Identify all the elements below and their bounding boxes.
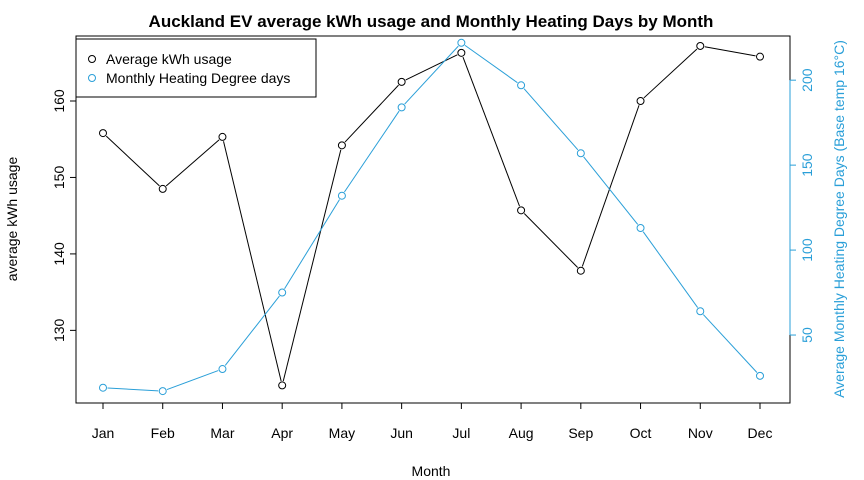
series-0 <box>99 41 764 390</box>
x-tick-label: Jul <box>452 425 470 441</box>
data-point <box>397 103 406 112</box>
y-axis-label: average kWh usage <box>4 157 20 282</box>
data-point <box>158 184 167 193</box>
x-tick-label: Feb <box>151 425 175 441</box>
data-point <box>517 81 526 90</box>
series-line-segment <box>464 44 518 84</box>
left-tick-label: 160 <box>51 89 67 113</box>
data-point <box>636 223 645 232</box>
data-point <box>457 38 466 47</box>
x-tick-label: Nov <box>688 425 713 441</box>
data-point <box>337 191 346 200</box>
data-point <box>576 266 585 275</box>
data-point <box>756 52 764 61</box>
legend-box <box>75 38 317 98</box>
series-1 <box>99 38 764 396</box>
data-point <box>278 288 287 297</box>
right-tick-label: 200 <box>799 68 815 92</box>
left-tick-label: 140 <box>51 242 67 266</box>
data-point <box>756 371 764 380</box>
series-line-segment <box>224 295 280 366</box>
data-point <box>218 365 227 374</box>
data-point <box>696 307 705 316</box>
series-line-segment <box>344 84 399 143</box>
right-tick-label: 150 <box>799 153 815 177</box>
legend-label-kwh: Average kWh usage <box>106 51 232 67</box>
series-line-segment <box>583 156 639 225</box>
series-line-segment <box>702 314 758 373</box>
data-point <box>99 383 107 392</box>
series-line-segment <box>642 231 699 308</box>
x-tick-label: Jun <box>390 425 413 441</box>
series-line-segment <box>643 48 698 99</box>
series-line-segment <box>704 46 756 57</box>
series-line-segment <box>284 199 340 289</box>
series-line-segment <box>166 370 219 391</box>
data-point <box>696 41 705 50</box>
series-line-segment <box>404 45 459 105</box>
x-tick-label: Aug <box>509 425 534 441</box>
data-point <box>278 381 287 390</box>
x-tick-label: May <box>329 425 355 441</box>
chart-title: Auckland EV average kWh usage and Monthl… <box>149 12 714 31</box>
data-point <box>576 149 585 158</box>
y2-axis-label: Average Monthly Heating Degree Days (Bas… <box>831 40 847 398</box>
x-tick-label: Sep <box>568 425 593 441</box>
data-point <box>397 77 406 86</box>
data-point <box>218 132 227 141</box>
x-axis-label: Month <box>412 463 451 479</box>
data-point <box>158 387 167 396</box>
series-line-segment <box>344 110 400 193</box>
series-line-segment <box>405 54 458 81</box>
series-line-segment <box>105 135 160 187</box>
series-line-segment <box>523 88 579 151</box>
series-line-segment <box>523 213 579 268</box>
series-line-segment <box>223 141 282 382</box>
data-point <box>337 141 346 150</box>
legend: Average kWh usage Monthly Heating Degree… <box>75 38 317 98</box>
series-line-segment <box>107 387 159 392</box>
left-tick-label: 130 <box>51 318 67 342</box>
legend-label-hdd: Monthly Heating Degree days <box>106 70 290 86</box>
series-line-segment <box>581 105 640 267</box>
series-layer <box>99 38 764 396</box>
data-point <box>636 96 645 105</box>
x-tick-label: Dec <box>748 425 773 441</box>
data-point <box>457 48 466 57</box>
left-tick-label: 150 <box>51 166 67 190</box>
series-line-segment <box>282 149 342 382</box>
left-y-axis: 130 140 150 160 <box>51 89 77 342</box>
x-tick-label: Mar <box>210 425 234 441</box>
legend-marker-hdd <box>88 74 96 82</box>
x-axis: Jan Feb Mar Apr May Jun Jul Aug Sep Oct Nov Dec <box>92 402 773 441</box>
data-point <box>99 129 107 138</box>
x-tick-label: Jan <box>92 425 115 441</box>
data-point <box>517 206 526 215</box>
right-tick-label: 100 <box>799 238 815 262</box>
series-line-segment <box>462 56 520 207</box>
x-tick-label: Apr <box>271 425 293 441</box>
legend-marker-kwh <box>88 55 96 63</box>
right-tick-label: 50 <box>799 327 815 343</box>
x-tick-label: Oct <box>630 425 652 441</box>
series-line-segment <box>165 139 220 187</box>
right-y-axis: 50 100 150 200 <box>789 68 815 343</box>
